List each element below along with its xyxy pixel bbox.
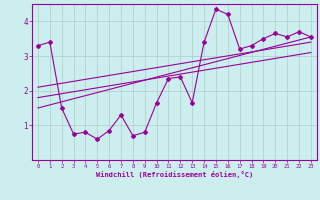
X-axis label: Windchill (Refroidissement éolien,°C): Windchill (Refroidissement éolien,°C) — [96, 171, 253, 178]
